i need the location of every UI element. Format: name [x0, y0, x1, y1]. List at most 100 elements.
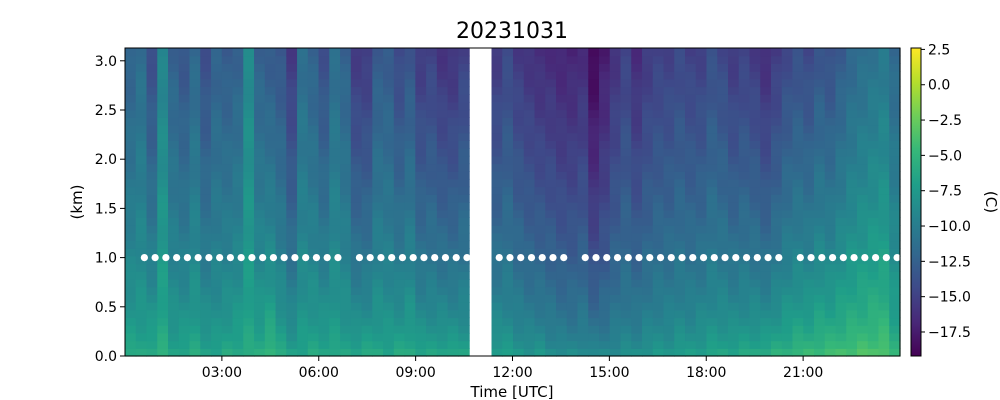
- heatmap-cell: [695, 171, 708, 180]
- heatmap-cell: [652, 240, 665, 249]
- heatmap-cell: [803, 194, 815, 203]
- heatmap-cell: [436, 317, 449, 326]
- heatmap-cell: [393, 117, 406, 126]
- heatmap-cell: [631, 248, 643, 257]
- heatmap-cell: [566, 279, 579, 288]
- marker-point: [732, 253, 740, 262]
- heatmap-cell: [383, 286, 395, 295]
- heatmap-cell: [361, 348, 373, 357]
- heatmap-cell: [685, 125, 697, 134]
- heatmap-cell: [803, 178, 815, 188]
- heatmap-cell: [372, 140, 384, 149]
- heatmap-cell: [523, 63, 536, 72]
- heatmap-cell: [781, 309, 794, 319]
- heatmap-cell: [135, 263, 148, 272]
- heatmap-cell: [275, 78, 287, 88]
- heatmap-cell: [243, 140, 255, 149]
- heatmap-cell: [264, 202, 277, 211]
- heatmap-cell: [372, 109, 384, 118]
- heatmap-cell: [835, 125, 847, 134]
- heatmap-cell: [211, 155, 223, 165]
- heatmap-cell: [211, 78, 223, 88]
- heatmap-cell: [189, 94, 201, 103]
- heatmap-cell: [717, 279, 729, 288]
- heatmap-cell: [178, 155, 191, 165]
- heatmap-cell: [728, 71, 740, 80]
- heatmap-cell: [286, 71, 298, 80]
- heatmap-cell: [232, 186, 244, 195]
- heatmap-cell: [211, 63, 223, 72]
- heatmap-cell: [350, 271, 363, 280]
- heatmap-cell: [674, 109, 686, 118]
- heatmap-cell: [436, 202, 449, 211]
- heatmap-cell: [588, 63, 600, 72]
- marker-point: [183, 253, 191, 262]
- heatmap-cell: [436, 255, 449, 265]
- heatmap-cell: [674, 286, 686, 295]
- heatmap-cell: [178, 117, 191, 126]
- heatmap-cell: [674, 140, 686, 149]
- heatmap-cell: [889, 178, 901, 188]
- heatmap-cell: [329, 348, 341, 357]
- heatmap-cell: [200, 63, 212, 72]
- heatmap-cell: [781, 294, 794, 303]
- heatmap-cell: [695, 302, 708, 311]
- heatmap-cell: [857, 340, 869, 349]
- heatmap-cell: [254, 171, 266, 180]
- heatmap-cell: [275, 271, 287, 280]
- heatmap-cell: [631, 117, 643, 126]
- heatmap-cell: [168, 332, 180, 342]
- heatmap-cell: [760, 286, 772, 295]
- heatmap-cell: [232, 55, 244, 64]
- heatmap-cell: [792, 332, 804, 342]
- heatmap-cell: [168, 48, 180, 57]
- heatmap-cell: [631, 86, 643, 95]
- heatmap-cell: [631, 232, 643, 242]
- heatmap-cell: [329, 109, 341, 118]
- heatmap-cell: [135, 248, 148, 257]
- heatmap-cell: [878, 209, 890, 218]
- marker-point: [237, 253, 245, 262]
- heatmap-cell: [135, 163, 148, 172]
- heatmap-cell: [545, 148, 557, 157]
- heatmap-cell: [502, 63, 514, 72]
- heatmap-cell: [814, 340, 826, 349]
- heatmap-cell: [685, 148, 697, 157]
- heatmap-cell: [685, 155, 697, 165]
- heatmap-cell: [792, 148, 804, 157]
- heatmap-cell: [867, 86, 880, 95]
- heatmap-cell: [523, 348, 536, 357]
- heatmap-cell: [685, 302, 697, 311]
- heatmap-cell: [178, 325, 191, 334]
- heatmap-cell: [232, 117, 244, 126]
- heatmap-cell: [264, 225, 277, 234]
- heatmap-cell: [340, 140, 352, 149]
- heatmap-cell: [652, 271, 665, 280]
- heatmap-cell: [361, 271, 373, 280]
- heatmap-cell: [178, 71, 191, 80]
- heatmap-cell: [534, 263, 546, 272]
- heatmap-cell: [264, 302, 277, 311]
- heatmap-cell: [502, 317, 514, 326]
- heatmap-cell: [760, 94, 772, 103]
- heatmap-cell: [243, 340, 255, 349]
- heatmap-cell: [642, 263, 654, 272]
- heatmap-cell: [125, 55, 137, 64]
- heatmap-cell: [749, 340, 761, 349]
- heatmap-cell: [157, 217, 169, 226]
- colorbar-tick-label: −5.0: [928, 148, 962, 164]
- heatmap-cell: [275, 55, 287, 64]
- heatmap-cell: [189, 86, 201, 95]
- heatmap-cell: [846, 217, 858, 226]
- heatmap-cell: [415, 78, 427, 88]
- heatmap-cell: [447, 263, 459, 272]
- heatmap-cell: [631, 194, 643, 203]
- heatmap-cell: [178, 101, 191, 111]
- heatmap-cell: [340, 101, 352, 111]
- heatmap-cell: [125, 294, 137, 303]
- heatmap-cell: [824, 225, 837, 234]
- heatmap-cell: [383, 55, 395, 64]
- heatmap-cell: [878, 225, 890, 234]
- heatmap-cell: [846, 78, 858, 88]
- heatmap-cell: [404, 248, 416, 257]
